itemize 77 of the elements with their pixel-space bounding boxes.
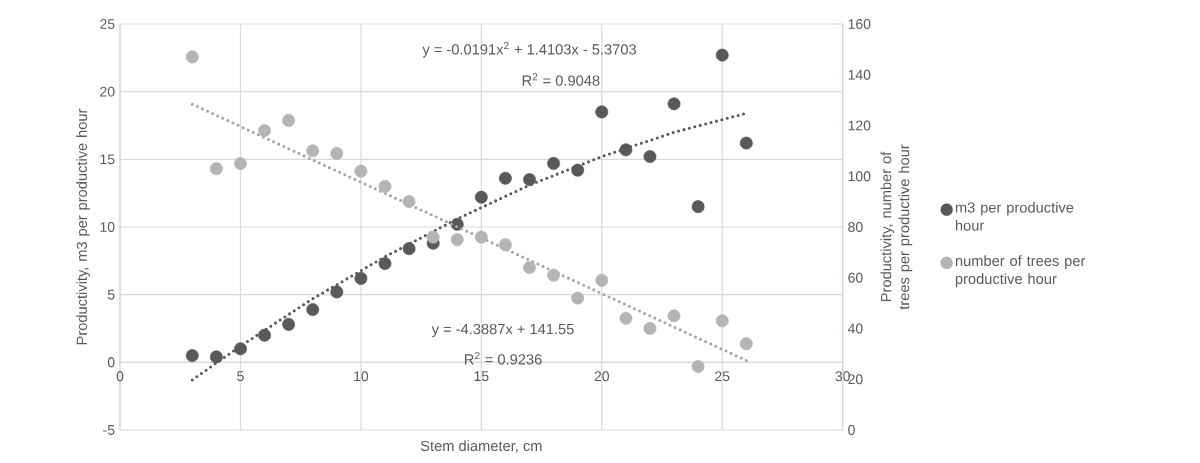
- point: [523, 261, 536, 274]
- x-tick-label: 25: [715, 371, 730, 382]
- annotation: R$^{2}$ = 0.9048: [522, 73, 600, 86]
- y-tick-label: -5: [103, 425, 115, 435]
- x-tick-label: 5: [237, 371, 244, 382]
- y-tick-label: 5: [107, 289, 115, 300]
- point: [499, 171, 512, 185]
- point: [667, 309, 681, 323]
- annotation: R$^{2}$ = 0.9236: [464, 351, 542, 365]
- y2-tick-label: 160: [848, 19, 871, 29]
- y2-tick-label: 40: [847, 323, 863, 334]
- point: [643, 322, 657, 335]
- legend-label: number of trees per productive hour: [955, 255, 1086, 287]
- x-axis-title: Stem diameter, cm: [420, 440, 542, 453]
- point: [547, 268, 561, 282]
- y2-tick-label: 140: [848, 69, 871, 80]
- y-tick-label: 10: [100, 222, 115, 232]
- point: [643, 150, 657, 164]
- point: [619, 311, 633, 325]
- point: [402, 242, 416, 256]
- point: [209, 162, 223, 176]
- point: [378, 257, 392, 270]
- point: [739, 337, 753, 351]
- y-tick-label: 20: [100, 86, 115, 97]
- point: [691, 360, 705, 373]
- annotation: y = -0.0191x$^{2}$ + 1.4103x - 5.3703: [422, 41, 636, 58]
- point: [330, 285, 344, 299]
- y2-tick-label: 0: [848, 425, 855, 435]
- point: [306, 144, 320, 158]
- point: [402, 195, 416, 209]
- point: [258, 328, 271, 342]
- point: [330, 147, 344, 160]
- point: [715, 314, 729, 328]
- annotation: y = -4.3887x + 141.55: [431, 323, 574, 338]
- point: [354, 164, 368, 178]
- point: [282, 318, 296, 331]
- point: [619, 143, 633, 157]
- point: [571, 291, 585, 305]
- legend-label: m3 per productive hour: [955, 201, 1074, 231]
- point: [523, 173, 536, 187]
- x-tick-label: 0: [116, 371, 124, 382]
- y-tick-label: 15: [100, 154, 115, 165]
- y2-tick-label: 120: [848, 120, 871, 131]
- y2-axis-title: Productivity, number of trees per productive hour: [880, 144, 913, 310]
- point: [258, 124, 271, 137]
- y2-tick-label: 100: [848, 171, 871, 182]
- y-tick-label: 0: [107, 357, 115, 368]
- point: [354, 272, 368, 285]
- x-tick-label: 15: [474, 371, 489, 382]
- point: [185, 349, 199, 362]
- point: [306, 303, 320, 316]
- x-tick-label: 20: [594, 371, 610, 382]
- point: [499, 238, 512, 252]
- point: [595, 273, 609, 287]
- y2-tick-label: 60: [848, 272, 863, 283]
- point: [474, 230, 488, 244]
- y2-tick-label: 80: [848, 222, 863, 232]
- point: [571, 163, 585, 177]
- point: [667, 97, 681, 111]
- point: [715, 48, 729, 62]
- point: [426, 230, 440, 244]
- point: [595, 105, 609, 119]
- point: [282, 114, 296, 127]
- point: [547, 156, 561, 170]
- x-tick-label: 30: [835, 371, 850, 382]
- point: [474, 190, 488, 204]
- y-tick-label: 25: [100, 19, 115, 29]
- point: [739, 136, 753, 150]
- point: [378, 179, 392, 193]
- point: [450, 233, 464, 247]
- y-axis-title: Productivity, m3 per productive hour: [76, 108, 90, 345]
- point: [185, 50, 199, 64]
- point: [234, 157, 247, 170]
- point: [234, 342, 247, 356]
- point: [209, 350, 223, 364]
- point: [691, 200, 705, 214]
- x-tick-label: 10: [354, 371, 369, 382]
